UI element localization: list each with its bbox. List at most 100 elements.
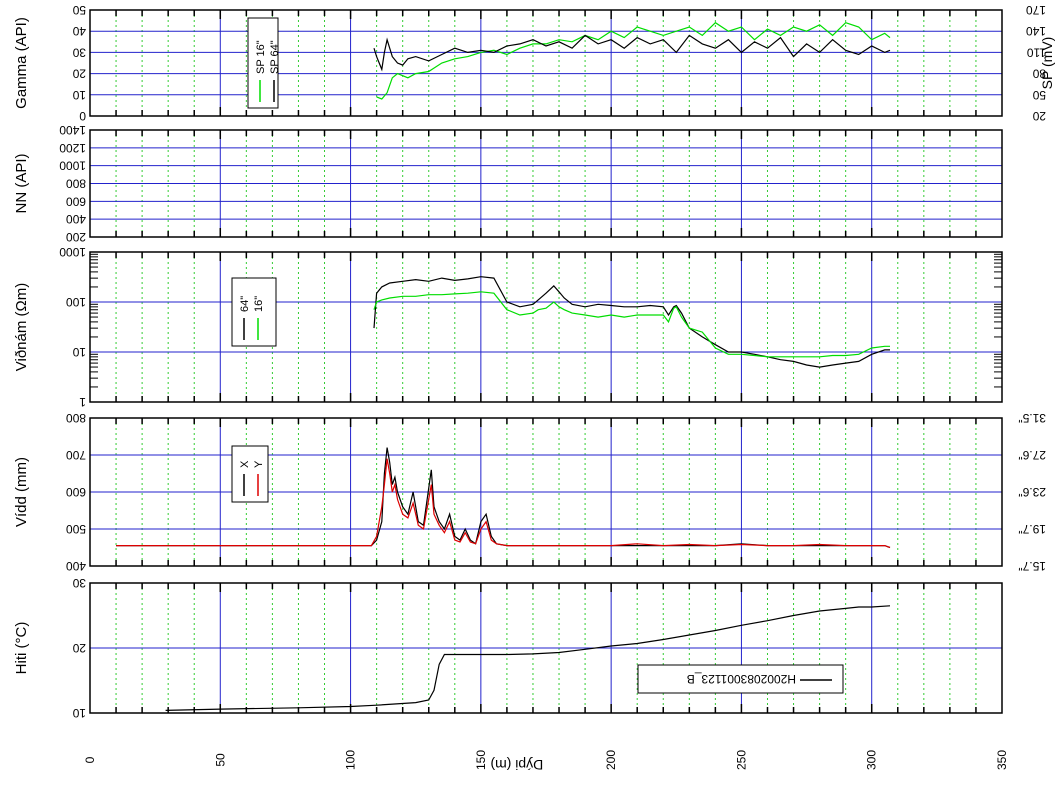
legend-label: X [239,460,251,468]
y-axis-label: Vídd (mm) [13,457,30,527]
y-tick-label: 10 [72,88,86,102]
y-tick-label: 30 [72,576,86,590]
right-tick-label-group: 80 [1032,67,1046,81]
y-tick-label: 50 [72,3,86,17]
y-tick-label-group: 800 [66,411,86,425]
legend-label: SP 16" [255,40,267,74]
x-axis-label: Dýpi (m) [490,757,543,773]
legend-label: 16" [253,296,265,312]
y-tick-label-group: 1000 [59,159,86,173]
y-tick-label: 10 [72,345,86,359]
legend-label-group: H2002083001123_B [687,672,796,686]
right-tick-label-group: 170 [1026,3,1046,17]
y-tick-label: 30 [72,45,86,59]
legend-label: 64" [239,296,251,312]
y-tick-label-group: 400 [66,559,86,573]
y-tick-label-group: 1400 [59,123,86,137]
y-tick-label-group: 20 [72,641,86,655]
series-line-SP16 [376,21,891,100]
y-tick-label: 20 [72,67,86,81]
y-axis-label: NN (API) [13,153,30,213]
legend-box [637,664,844,694]
right-tick-label-group: 20 [1032,109,1046,123]
right-tick-label: 15.7" [1018,559,1046,573]
right-tick-label: 50 [1032,88,1046,102]
y-axis-label: Viðnám (Ωm) [13,283,30,371]
y-tick-label: 1200 [59,141,86,155]
right-tick-label: 170 [1026,3,1046,17]
legend-temperature: H2002083001123_B [637,664,844,694]
series-line-H2002083001123B [165,605,891,711]
right-tick-label: 110 [1027,45,1046,59]
right-tick-label: 19.7" [1018,522,1046,536]
y-tick-label: 600 [66,485,86,499]
right-tick-label-group: 50 [1032,88,1046,102]
y-tick-label-group: 30 [72,45,86,59]
right-tick-label: 80 [1032,67,1046,81]
legend-gamma: SP 16" SP 64" [247,17,281,109]
x-tick-label: 350 [995,750,1009,770]
y-tick-label-group: 0 [79,109,86,123]
x-tick-label: 100 [344,750,358,770]
x-tick-label: 150 [474,750,488,770]
right-tick-label: 27.6" [1018,448,1046,462]
x-tick-label: 250 [734,750,748,770]
panel-frame [89,129,1003,238]
panel-nn: 200 400 600 800 1000 1200 1400 NN (API) [13,123,1003,244]
y-tick-label-group: 10 [72,88,86,102]
x-tick-label: 0 [83,756,97,763]
right-tick-label-group: 27.6" [1018,448,1046,462]
x-tick-label: 50 [213,753,227,767]
right-tick-label-group: 31.5" [1018,411,1046,425]
legend-label: H2002083001123_B [687,672,796,686]
y-tick-label: 1400 [59,123,86,137]
y-tick-label-group: 400 [66,212,86,226]
y-tick-label: 800 [66,411,86,425]
y-tick-label: 0 [79,109,86,123]
y-tick-label-group: 10 [72,345,86,359]
series-line-Y [116,458,891,549]
y-tick-label-group: 200 [66,230,86,244]
panel-frame [89,9,1003,117]
y-tick-label-group: 600 [66,485,86,499]
panel-caliper: 400 500 600 700 800 Vídd (mm) 15.7" 19.7" 23.6" 2… [13,411,1046,573]
y-tick-label-group: 30 [72,576,86,590]
right-tick-label: 23.6" [1018,485,1046,499]
y-tick-label-group: 40 [72,24,86,38]
panel-frame [89,251,1003,403]
legend-label: Y [253,460,265,468]
right-tick-label-group: 110 [1027,45,1046,59]
y-tick-label: 10 [72,706,86,720]
y-tick-label: 100 [66,295,86,309]
y-tick-label: 600 [66,194,86,208]
right-tick-label: 31.5" [1018,411,1046,425]
y-tick-label: 400 [66,212,86,226]
right-tick-label: 140 [1026,24,1046,38]
series-line-16 [373,291,890,358]
y-tick-label-group: 700 [66,448,86,462]
panel-frame [89,582,1003,714]
right-tick-label-group: 19.7" [1018,522,1046,536]
legend-box [231,445,269,503]
x-tick-label: 200 [604,750,618,770]
panel-temperature: 10 20 30 Hiti (°C) [13,576,1003,720]
x-axis: 0 50 100 150 200 250 300 350 Dýpi (m) [83,750,1009,773]
y-axis-label: Hiti (°C) [13,622,30,675]
y-tick-label: 1 [79,395,86,409]
y-tick-label-group: 1 [79,395,86,409]
x-tick-label: 300 [865,750,879,770]
y-tick-label-group: 1200 [59,141,86,155]
right-tick-label-group: 140 [1026,24,1046,38]
legend-label: SP 64" [269,40,281,74]
y-tick-label: 20 [72,641,86,655]
panel-frame [89,417,1003,567]
right-tick-label-group: 23.6" [1018,485,1046,499]
right-axis-label: SP (mV) [1039,37,1055,90]
y-tick-label: 200 [66,230,86,244]
right-tick-label: 20 [1032,109,1046,123]
y-tick-label-group: 10 [72,706,86,720]
y-axis-label: Gamma (API) [13,17,30,109]
panel-gamma: 0 10 20 30 40 50 Gamma (API) 20 50 80 110 140 170 SP … [13,3,1055,123]
